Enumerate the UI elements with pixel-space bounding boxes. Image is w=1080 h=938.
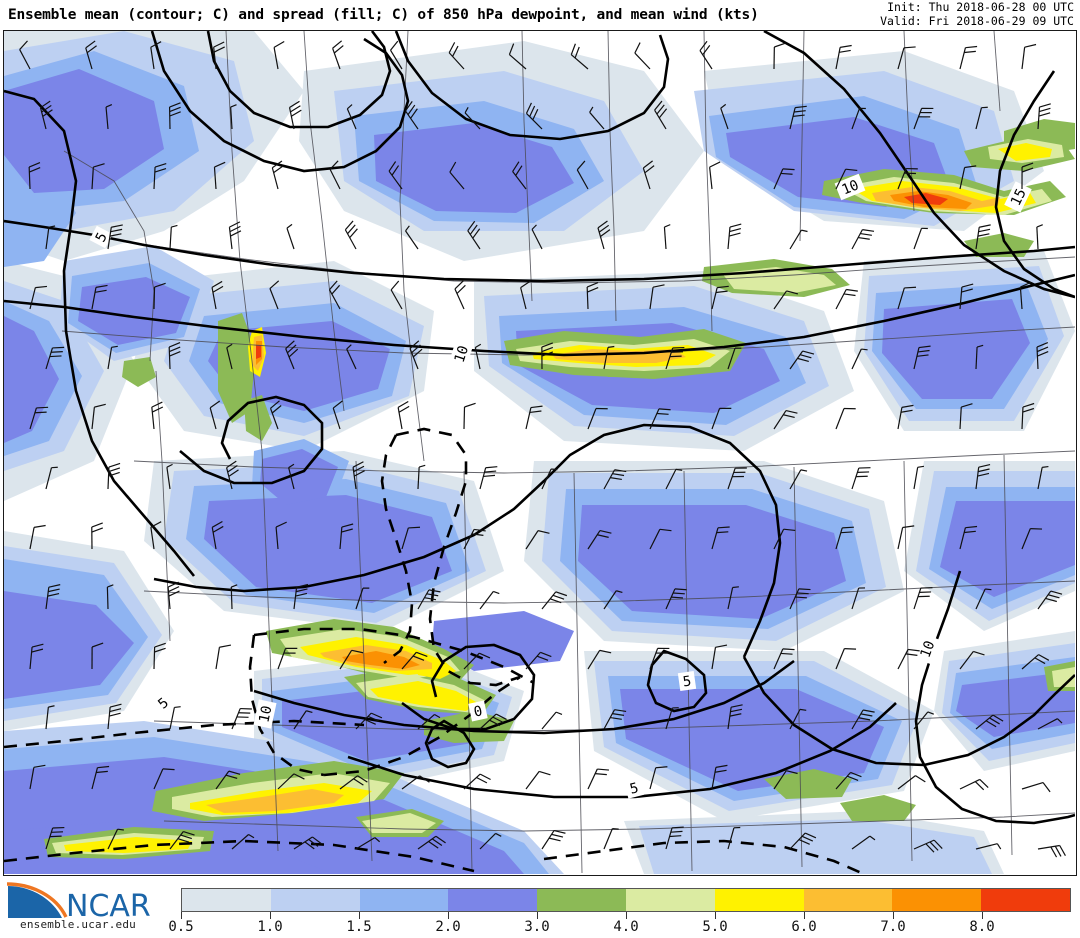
svg-text:10: 10: [256, 704, 275, 724]
svg-text:10: 10: [452, 344, 472, 365]
contour-label-group: 5 10 10 15 10: [89, 173, 1032, 799]
ncar-wordmark: NCAR: [66, 889, 151, 924]
svg-text:5: 5: [628, 780, 640, 798]
footer-bar: NCAR ensemble.ucar.edu 0.5 1.0 1.5 2.0 3.0 4.…: [0, 878, 1080, 936]
valid-time-label: Valid: Fri 2018-06-29 09 UTC: [880, 13, 1074, 28]
ncar-logo-wave-shape: [8, 886, 62, 918]
colorbar-tick-label: 8.0: [969, 919, 995, 935]
colorbar-strip: [181, 888, 1071, 912]
colorbar-segment: [537, 889, 626, 911]
colorbar-tick-label: 7.0: [880, 919, 906, 935]
colorbar-tick-mark: [448, 912, 449, 919]
map-panel: 5 10 10 15 10: [3, 30, 1077, 876]
political-boundaries-layer: [61, 31, 1075, 874]
plot-header: Ensemble mean (contour; C) and spread (f…: [0, 0, 1080, 30]
ncar-logo-orange-arc: [6, 882, 68, 918]
svg-text:10: 10: [918, 639, 939, 660]
colorbar-tick-label: 1.5: [346, 919, 372, 935]
run-time-stamps: Init: Thu 2018-06-28 00 UTC Valid: Fri 2…: [880, 0, 1074, 28]
colorbar-tick-group: 0.5 1.0 1.5 2.0 3.0 4.0 5.0 6.0 7.0 8.0: [168, 912, 1071, 935]
colorbar-tick-mark: [181, 912, 182, 919]
colorbar-segment: [448, 889, 538, 911]
ncar-url-label: ensemble.ucar.edu: [20, 918, 136, 931]
colorbar-tick-label: 4.0: [613, 919, 639, 935]
colorbar-segment: [182, 889, 271, 911]
colorbar-tick-label: 1.0: [257, 919, 283, 935]
ncar-logo: NCAR: [4, 880, 174, 934]
colorbar-tick-mark: [270, 912, 271, 919]
colorbar-segment: [892, 889, 982, 911]
colorbar-tick-label: 5.0: [702, 919, 728, 935]
weather-map-canvas: 5 10 10 15 10: [4, 31, 1075, 874]
contour-layer: [4, 31, 1075, 825]
colorbar-segment: [981, 889, 1070, 911]
contour-layer-dashed: [4, 427, 865, 874]
svg-text:5: 5: [682, 673, 693, 690]
colorbar-tick-mark: [893, 912, 894, 919]
svg-text:0: 0: [472, 703, 484, 720]
page-title: Ensemble mean (contour; C) and spread (f…: [8, 7, 759, 23]
svg-text:15: 15: [1008, 186, 1030, 208]
colorbar-tick-mark: [359, 912, 360, 919]
colorbar-tick-label: 2.0: [435, 919, 461, 935]
colorbar-tick-mark: [626, 912, 627, 919]
colorbar-tick-label: 6.0: [791, 919, 817, 935]
colorbar-tick-mark: [804, 912, 805, 919]
colorbar-segment: [359, 889, 449, 911]
colorbar-tick-mark: [537, 912, 538, 919]
init-time-label: Init: Thu 2018-06-28 00 UTC: [887, 0, 1074, 14]
colorbar-tick-label: 0.5: [168, 919, 194, 935]
colorbar-tick-label: 3.0: [524, 919, 550, 935]
svg-text:10: 10: [840, 177, 862, 198]
colorbar-segment: [803, 889, 893, 911]
colorbar-segment: [270, 889, 360, 911]
colorbar: 0.5 1.0 1.5 2.0 3.0 4.0 5.0 6.0 7.0 8.0: [168, 888, 1071, 935]
colorbar-segment: [625, 889, 715, 911]
colorbar-segment: [714, 889, 804, 911]
colorbar-tick-mark: [715, 912, 716, 919]
colorbar-tick-mark: [982, 912, 983, 919]
